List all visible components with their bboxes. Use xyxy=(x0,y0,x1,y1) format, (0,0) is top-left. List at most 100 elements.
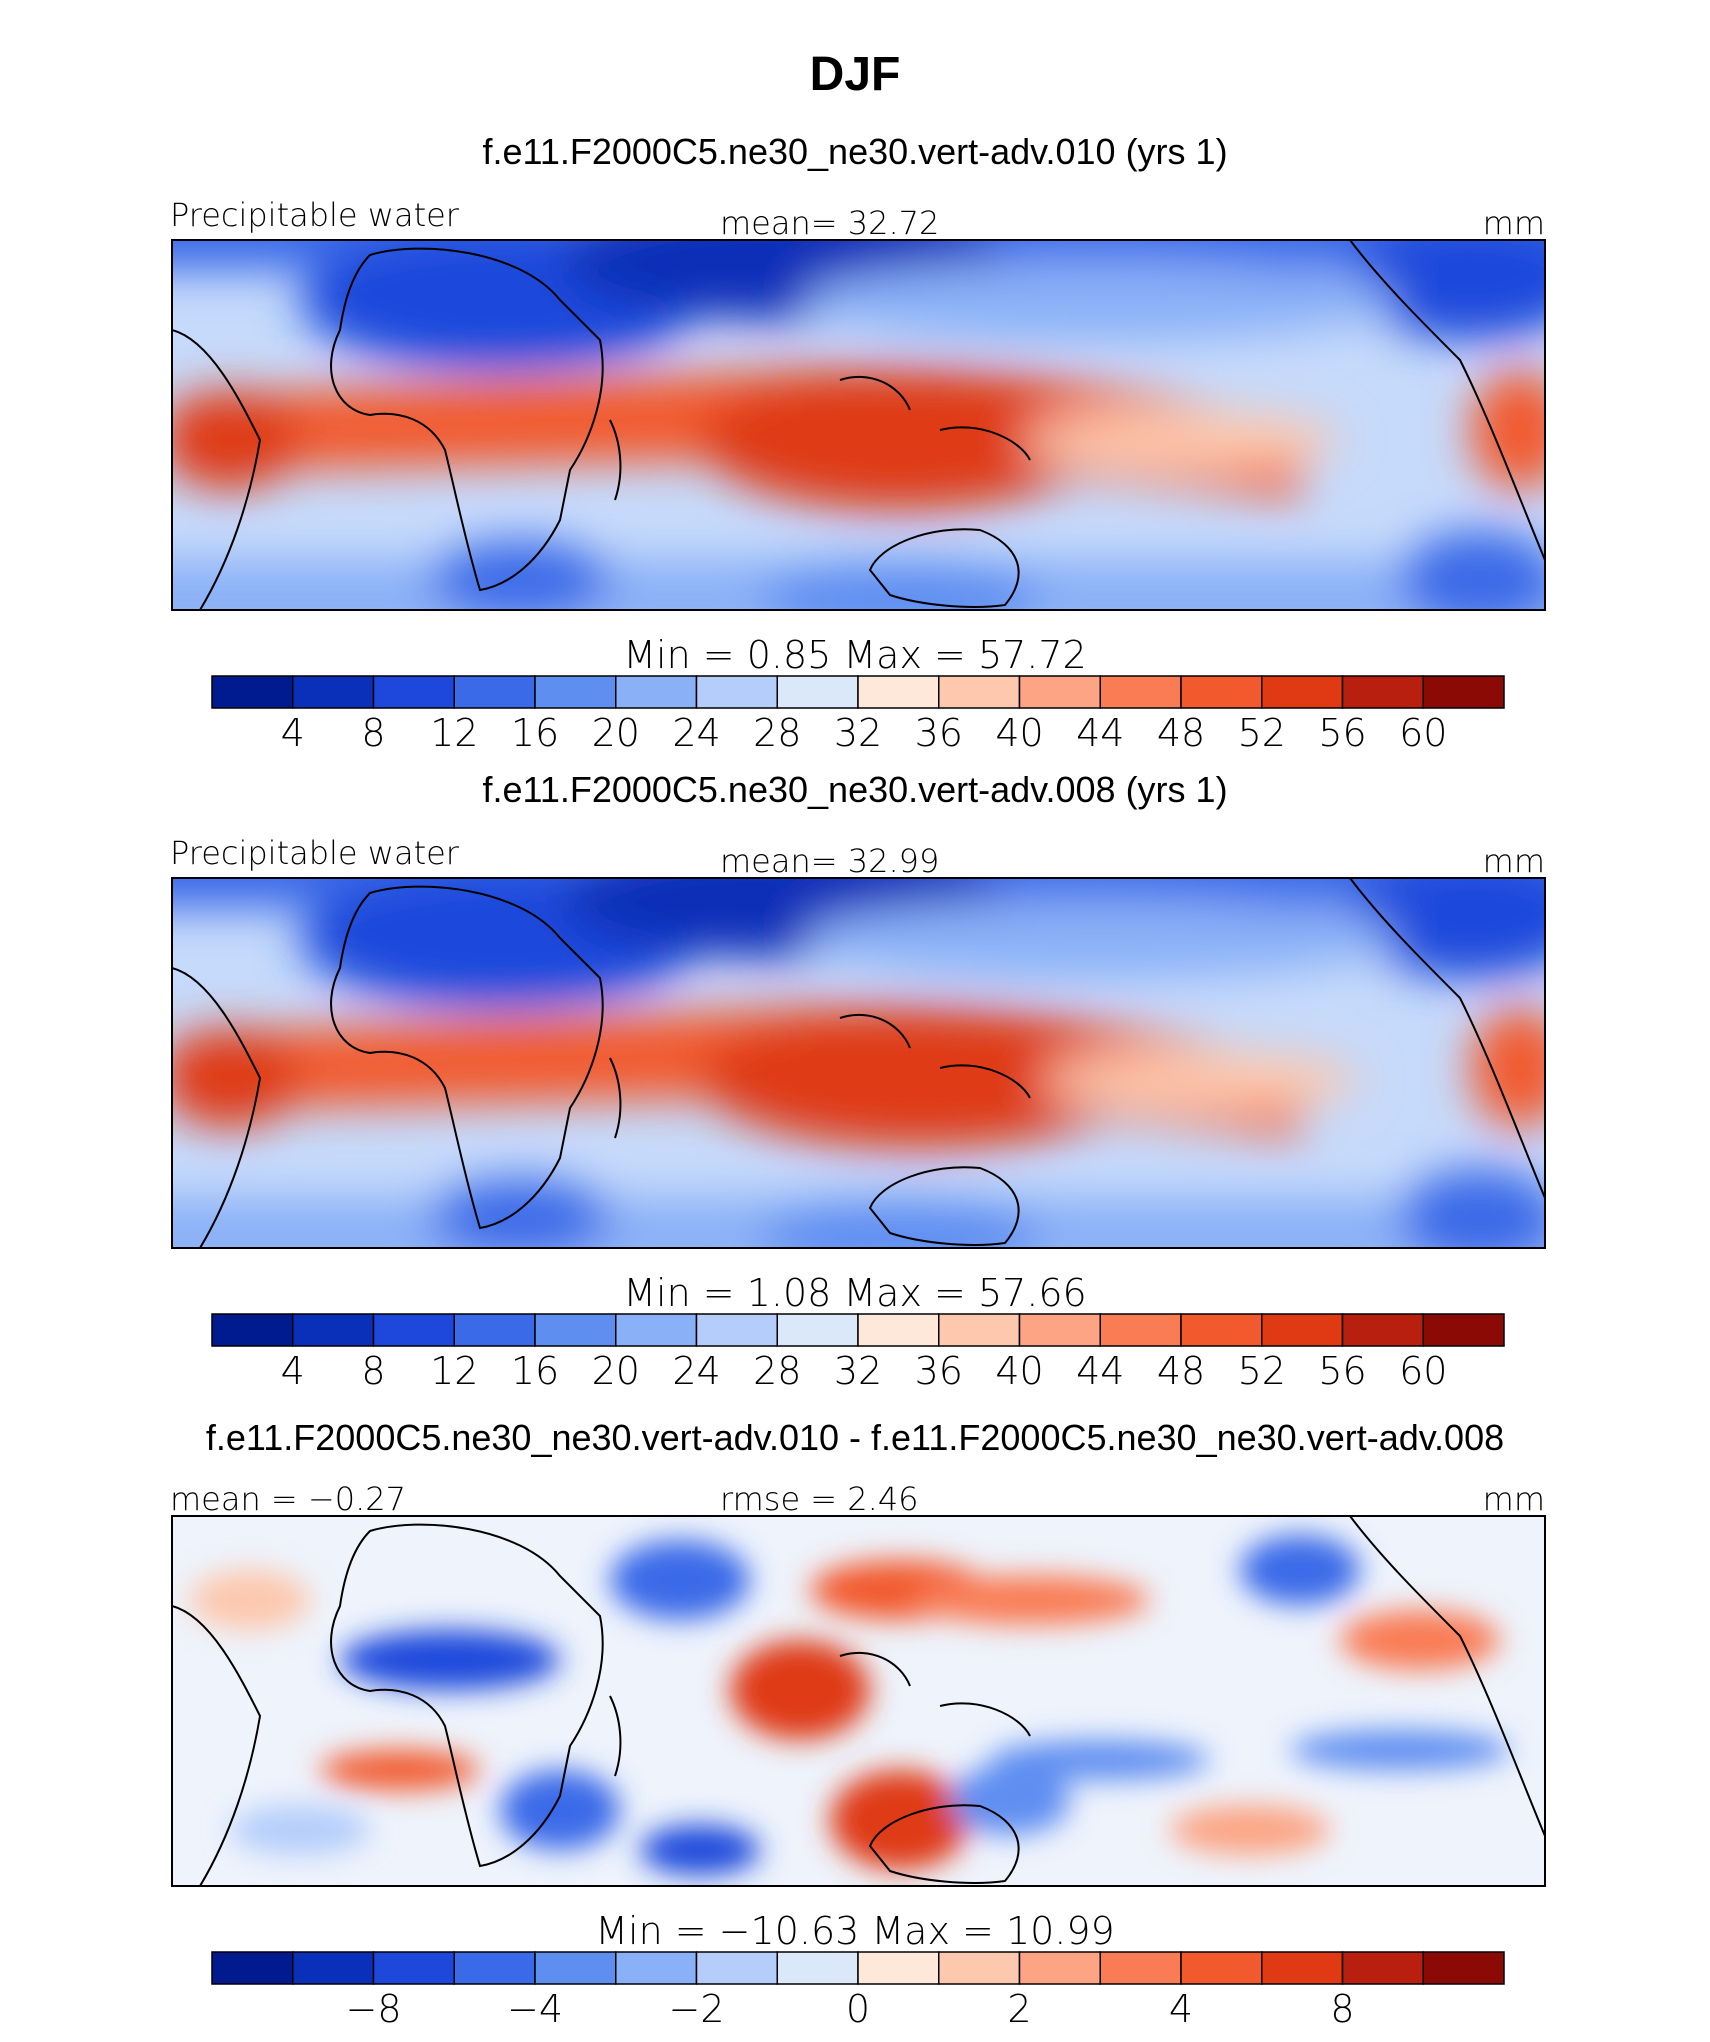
panel-1-colorbar: 4 8 12 16 20 24 28 32 36 40 44 48 52 56 60 xyxy=(211,675,1505,755)
colorbar-tick-label: 36 xyxy=(915,711,963,755)
colorbar-tick-label: 20 xyxy=(592,711,640,755)
panel-2-coastlines xyxy=(172,878,1545,1248)
colorbar-box xyxy=(1422,1313,1505,1347)
colorbar-box xyxy=(1261,1951,1344,1985)
colorbar-box xyxy=(372,1951,455,1985)
panel-3-rmse: rmse = 2.46 xyxy=(720,1480,919,1518)
panel-1: f.e11.F2000C5.ne30_ne30.vert-adv.010 (yr… xyxy=(170,131,1546,755)
colorbar-tick-label: 56 xyxy=(1318,711,1366,755)
colorbar-box xyxy=(292,1313,375,1347)
colorbar-tick-label: 12 xyxy=(430,711,478,755)
colorbar-box xyxy=(1018,675,1101,709)
panel-3-minmax: Min = −10.63 Max = 10.99 xyxy=(595,1909,1114,1953)
colorbar-box xyxy=(695,1313,778,1347)
colorbar-box xyxy=(534,1313,617,1347)
colorbar-tick-label: 24 xyxy=(672,1349,720,1393)
colorbar-box xyxy=(615,675,698,709)
panel-2-minmax: Min = 1.08 Max = 57.66 xyxy=(623,1271,1086,1315)
panel-1-variable: Precipitable water xyxy=(170,196,460,234)
panel-2-units: mm xyxy=(1483,842,1545,880)
colorbar-tick-label: 16 xyxy=(511,1349,559,1393)
colorbar-box xyxy=(857,675,940,709)
colorbar-box xyxy=(372,1313,455,1347)
colorbar-tick-label: 32 xyxy=(834,711,882,755)
colorbar-tick-label: 52 xyxy=(1238,1349,1286,1393)
colorbar-tick-label: −4 xyxy=(507,1987,563,2031)
colorbar-box xyxy=(857,1313,940,1347)
colorbar-box xyxy=(1180,1313,1263,1347)
colorbar-box xyxy=(938,1313,1021,1347)
colorbar-tick-label: 0 xyxy=(846,1987,870,2031)
colorbar-box xyxy=(615,1951,698,1985)
colorbar-box xyxy=(534,675,617,709)
panel-3-units: mm xyxy=(1483,1480,1545,1518)
panel-3-coastlines xyxy=(172,1516,1545,1886)
colorbar-tick-label: 4 xyxy=(1169,1987,1193,2031)
colorbar-box xyxy=(776,1951,859,1985)
colorbar-tick-label: 2 xyxy=(1007,1987,1031,2031)
colorbar-box xyxy=(776,675,859,709)
colorbar-box xyxy=(695,1951,778,1985)
colorbar-box xyxy=(1099,1951,1182,1985)
colorbar-box xyxy=(453,675,536,709)
colorbar-box xyxy=(453,1951,536,1985)
panel-3-map xyxy=(172,1516,1545,1886)
colorbar-box xyxy=(1099,675,1182,709)
colorbar-tick-label: 20 xyxy=(592,1349,640,1393)
colorbar-box xyxy=(1422,1951,1505,1985)
colorbar-box xyxy=(292,675,375,709)
panel-2-colorbar: 4 8 12 16 20 24 28 32 36 40 44 48 52 56 60 xyxy=(211,1313,1505,1393)
panel-3: f.e11.F2000C5.ne30_ne30.vert-adv.010 - f… xyxy=(170,1417,1546,2031)
colorbar-box xyxy=(1261,1313,1344,1347)
colorbar-box xyxy=(1341,1951,1424,1985)
colorbar-tick-label: 8 xyxy=(361,711,385,755)
colorbar-tick-label: 48 xyxy=(1157,711,1205,755)
colorbar-box xyxy=(534,1951,617,1985)
panel-3-title: f.e11.F2000C5.ne30_ne30.vert-adv.010 - f… xyxy=(206,1417,1504,1458)
panel-2-title: f.e11.F2000C5.ne30_ne30.vert-adv.008 (yr… xyxy=(482,769,1227,810)
panel-2-map xyxy=(172,878,1545,1248)
panel-2-variable: Precipitable water xyxy=(170,834,460,872)
colorbar-box xyxy=(1341,1313,1424,1347)
colorbar-tick-label: 8 xyxy=(361,1349,385,1393)
colorbar-box xyxy=(292,1951,375,1985)
colorbar-tick-label: 40 xyxy=(995,1349,1043,1393)
colorbar-tick-label: 60 xyxy=(1399,711,1447,755)
colorbar-tick-label: 4 xyxy=(281,711,305,755)
panel-2-mean: mean= 32.99 xyxy=(720,842,939,880)
colorbar-tick-label: 60 xyxy=(1399,1349,1447,1393)
colorbar-tick-label: 12 xyxy=(430,1349,478,1393)
colorbar-tick-label: 28 xyxy=(753,1349,801,1393)
colorbar-box xyxy=(1261,675,1344,709)
colorbar-tick-label: 32 xyxy=(834,1349,882,1393)
colorbar-box xyxy=(1341,675,1424,709)
panel-3-mean: mean = −0.27 xyxy=(170,1480,406,1518)
colorbar-box xyxy=(776,1313,859,1347)
panel-1-mean: mean= 32.72 xyxy=(720,204,939,242)
panel-1-minmax: Min = 0.85 Max = 57.72 xyxy=(623,633,1086,677)
colorbar-tick-label: 16 xyxy=(511,711,559,755)
panel-1-map xyxy=(172,240,1545,610)
colorbar-tick-label: 48 xyxy=(1157,1349,1205,1393)
colorbar-tick-label: 4 xyxy=(281,1349,305,1393)
colorbar-box xyxy=(453,1313,536,1347)
colorbar-box xyxy=(695,675,778,709)
colorbar-box xyxy=(372,675,455,709)
panel-1-units: mm xyxy=(1483,204,1545,242)
colorbar-tick-label: 28 xyxy=(753,711,801,755)
colorbar-box xyxy=(1422,675,1505,709)
colorbar-box xyxy=(211,675,294,709)
colorbar-box xyxy=(1018,1313,1101,1347)
colorbar-tick-label: 24 xyxy=(672,711,720,755)
panel-1-title: f.e11.F2000C5.ne30_ne30.vert-adv.010 (yr… xyxy=(482,131,1227,172)
colorbar-tick-label: 8 xyxy=(1330,1987,1354,2031)
colorbar-tick-label: −8 xyxy=(345,1987,401,2031)
colorbar-box xyxy=(1099,1313,1182,1347)
figure-title: DJF xyxy=(810,48,901,101)
panel-1-map-frame xyxy=(171,239,1546,611)
panel-3-colorbar: −8 −4 −2 0 2 4 8 xyxy=(211,1951,1505,2031)
colorbar-box xyxy=(211,1313,294,1347)
colorbar-box xyxy=(1180,675,1263,709)
colorbar-tick-label: 36 xyxy=(915,1349,963,1393)
